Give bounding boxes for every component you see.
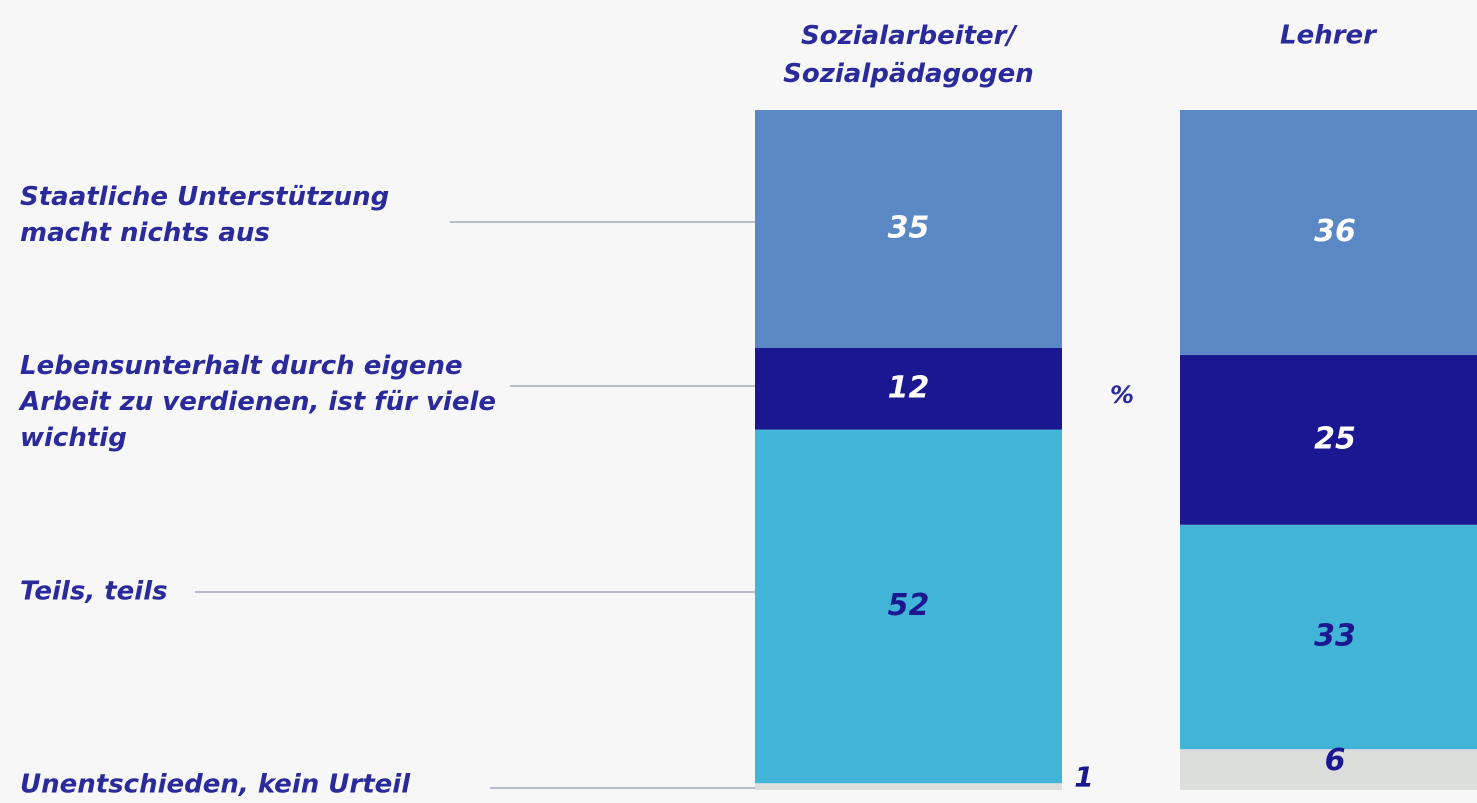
unit-label: % [1110,381,1134,409]
bar-segment [1180,354,1477,525]
value-label: 35 [888,211,930,246]
bar-segment [755,783,1062,790]
legend-label: Lebensunterhalt durch eigene Arbeit zu ve… [18,351,496,453]
value-label: 52 [888,588,930,623]
bar-segment [1180,749,1477,790]
bar-segment [1180,110,1477,355]
legend-label: Unentschieden, kein Urteil [20,770,411,800]
legend-label: Staatliche Unterstützung macht nichts aus [20,182,389,248]
legend-label: Teils, teils [20,577,168,607]
value-label: 1 [1074,761,1093,794]
category-label: Lehrer [1280,21,1378,51]
value-label: 12 [888,370,930,405]
value-label: 6 [1325,743,1346,778]
bar-segment [1180,524,1477,750]
bar-segment [755,429,1062,784]
value-label: 25 [1314,421,1356,456]
bar-segment [755,348,1062,430]
value-label: 36 [1314,214,1356,249]
value-label: 33 [1314,619,1356,654]
category-label: Sozialarbeiter/Sozialpädagogen [783,21,1034,89]
bar-segment [755,110,1062,348]
